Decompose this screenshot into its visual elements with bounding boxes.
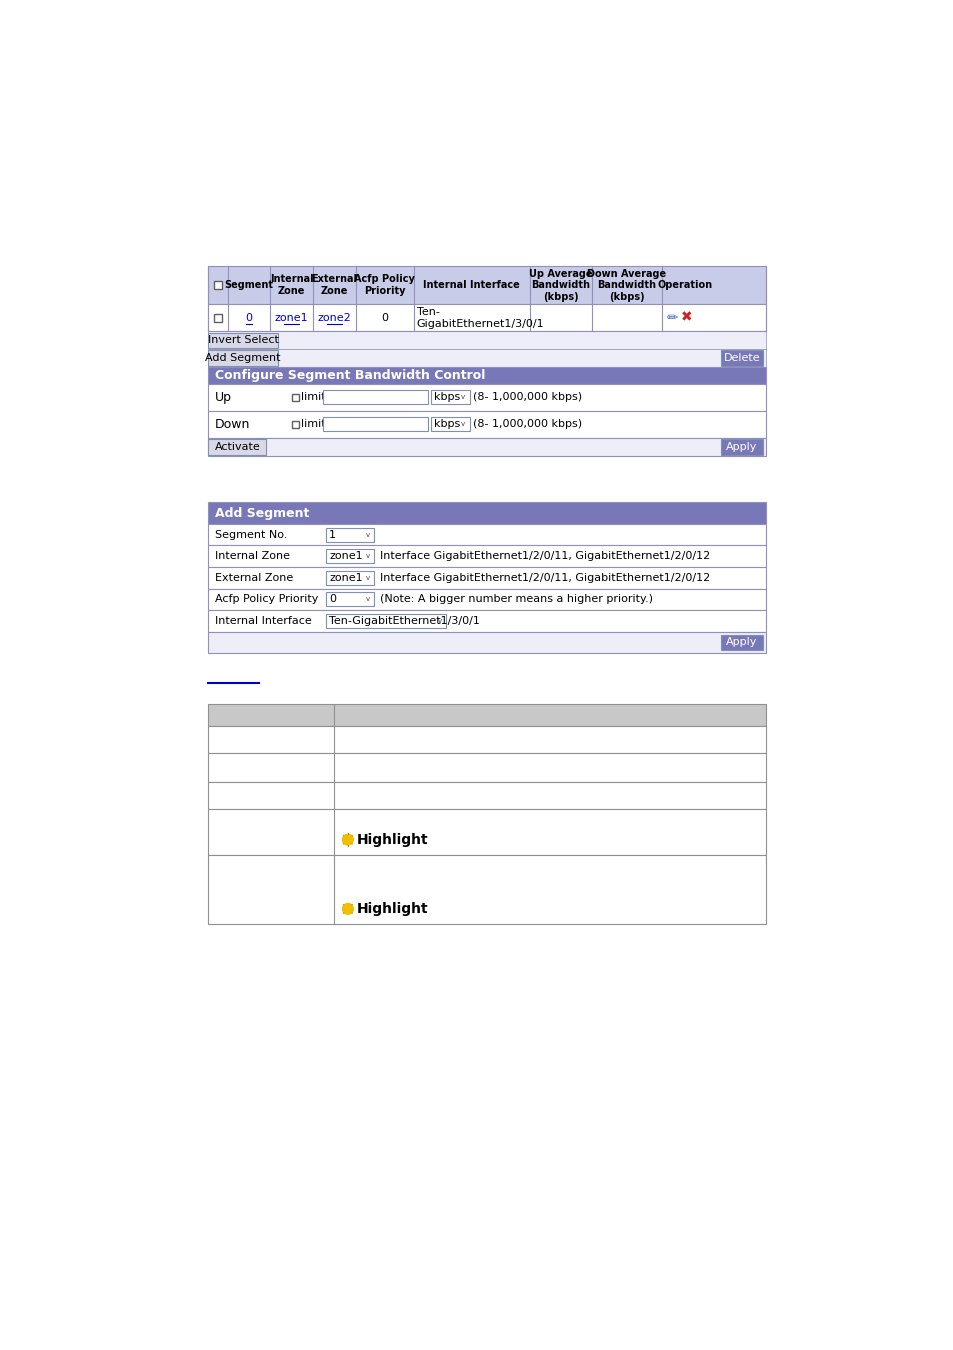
Text: Interface GigabitEthernet1/2/0/11, GigabitEthernet1/2/0/12: Interface GigabitEthernet1/2/0/11, Gigab… [380, 551, 710, 562]
Bar [208, 305, 765, 331]
Bar [323, 417, 427, 431]
Bar [208, 705, 765, 726]
Text: (8- 1,000,000 kbps): (8- 1,000,000 kbps) [473, 393, 582, 402]
Text: Operation: Operation [657, 281, 712, 290]
Bar [208, 410, 765, 437]
Text: v: v [366, 597, 370, 602]
Bar [326, 571, 374, 585]
Text: Highlight: Highlight [356, 833, 428, 846]
Text: Apply: Apply [725, 441, 757, 452]
Bar [208, 782, 765, 809]
Text: Configure Segment Bandwidth Control: Configure Segment Bandwidth Control [214, 369, 484, 382]
Text: limit: limit [301, 420, 326, 429]
Bar [208, 809, 765, 855]
Text: zone1: zone1 [329, 572, 362, 583]
Bar [326, 528, 374, 541]
Text: v: v [461, 394, 465, 400]
Circle shape [342, 903, 353, 914]
Text: v: v [366, 554, 370, 559]
Text: Ten-GigabitEthernet1/3/0/1: Ten-GigabitEthernet1/3/0/1 [329, 616, 479, 626]
Bar [292, 421, 298, 428]
Text: ✏: ✏ [666, 310, 678, 325]
Text: Invert Select: Invert Select [208, 335, 278, 346]
Text: Delete: Delete [723, 352, 760, 363]
Bar [208, 350, 765, 367]
Text: External
Zone: External Zone [311, 274, 357, 296]
Text: kbps: kbps [434, 420, 459, 429]
Bar [208, 383, 765, 410]
Text: Add Segment: Add Segment [214, 506, 309, 520]
Text: Interface GigabitEthernet1/2/0/11, GigabitEthernet1/2/0/12: Interface GigabitEthernet1/2/0/11, Gigab… [380, 572, 710, 583]
Bar [214, 281, 222, 289]
Text: Acfp Policy
Priority: Acfp Policy Priority [354, 274, 415, 296]
Text: Internal Interface: Internal Interface [214, 616, 311, 626]
Text: Down Average
Bandwidth
(kbps): Down Average Bandwidth (kbps) [587, 269, 666, 302]
Bar [208, 367, 765, 383]
Bar [208, 589, 765, 610]
Text: v: v [461, 421, 465, 427]
Bar [326, 593, 374, 606]
Bar [208, 524, 765, 545]
Bar [208, 855, 765, 925]
Text: Internal
Zone: Internal Zone [270, 274, 314, 296]
Bar [431, 390, 469, 404]
Circle shape [342, 834, 353, 845]
Bar [208, 567, 765, 589]
Bar [431, 417, 469, 431]
Bar [208, 502, 765, 524]
Text: Up Average
Bandwidth
(kbps): Up Average Bandwidth (kbps) [529, 269, 592, 302]
Bar [292, 394, 298, 401]
Bar [208, 332, 278, 348]
Bar [208, 331, 765, 350]
Bar [208, 350, 278, 366]
Text: 0: 0 [329, 594, 335, 605]
Text: ✖: ✖ [679, 310, 691, 325]
Text: External Zone: External Zone [214, 572, 293, 583]
Text: limit: limit [301, 393, 326, 402]
Text: v: v [366, 532, 370, 537]
Bar [208, 726, 765, 752]
Bar [208, 632, 765, 653]
Text: zone1: zone1 [329, 551, 362, 562]
Text: 0: 0 [245, 313, 253, 323]
Text: zone2: zone2 [317, 313, 351, 323]
Text: 0: 0 [381, 313, 388, 323]
Bar [208, 752, 765, 782]
Text: Down: Down [214, 417, 250, 431]
Bar [208, 610, 765, 632]
Text: Internal Interface: Internal Interface [423, 281, 519, 290]
Text: Up: Up [214, 390, 232, 404]
Text: (8- 1,000,000 kbps): (8- 1,000,000 kbps) [473, 420, 582, 429]
Bar [326, 549, 374, 563]
Text: Highlight: Highlight [356, 902, 428, 915]
Bar [720, 350, 761, 366]
Text: Add Segment: Add Segment [205, 352, 281, 363]
Text: Segment No.: Segment No. [214, 529, 287, 540]
Text: kbps: kbps [434, 393, 459, 402]
Bar [208, 439, 266, 455]
Bar [208, 437, 765, 456]
Text: Internal Zone: Internal Zone [214, 551, 290, 562]
Bar [208, 266, 765, 305]
Text: Apply: Apply [725, 637, 757, 648]
Bar [326, 614, 446, 628]
Bar [720, 439, 761, 455]
Text: 1: 1 [329, 529, 335, 540]
Text: Activate: Activate [214, 441, 260, 452]
Text: Ten-
GigabitEthernet1/3/0/1: Ten- GigabitEthernet1/3/0/1 [416, 308, 544, 329]
Bar [720, 634, 761, 651]
Text: (Note: A bigger number means a higher priority.): (Note: A bigger number means a higher pr… [380, 594, 653, 605]
Text: zone1: zone1 [274, 313, 308, 323]
Text: v: v [366, 575, 370, 580]
Text: v: v [437, 618, 441, 624]
Bar [214, 315, 222, 321]
Text: Segment: Segment [224, 281, 274, 290]
Bar [208, 545, 765, 567]
Bar [323, 390, 427, 404]
Text: Acfp Policy Priority: Acfp Policy Priority [214, 594, 317, 605]
